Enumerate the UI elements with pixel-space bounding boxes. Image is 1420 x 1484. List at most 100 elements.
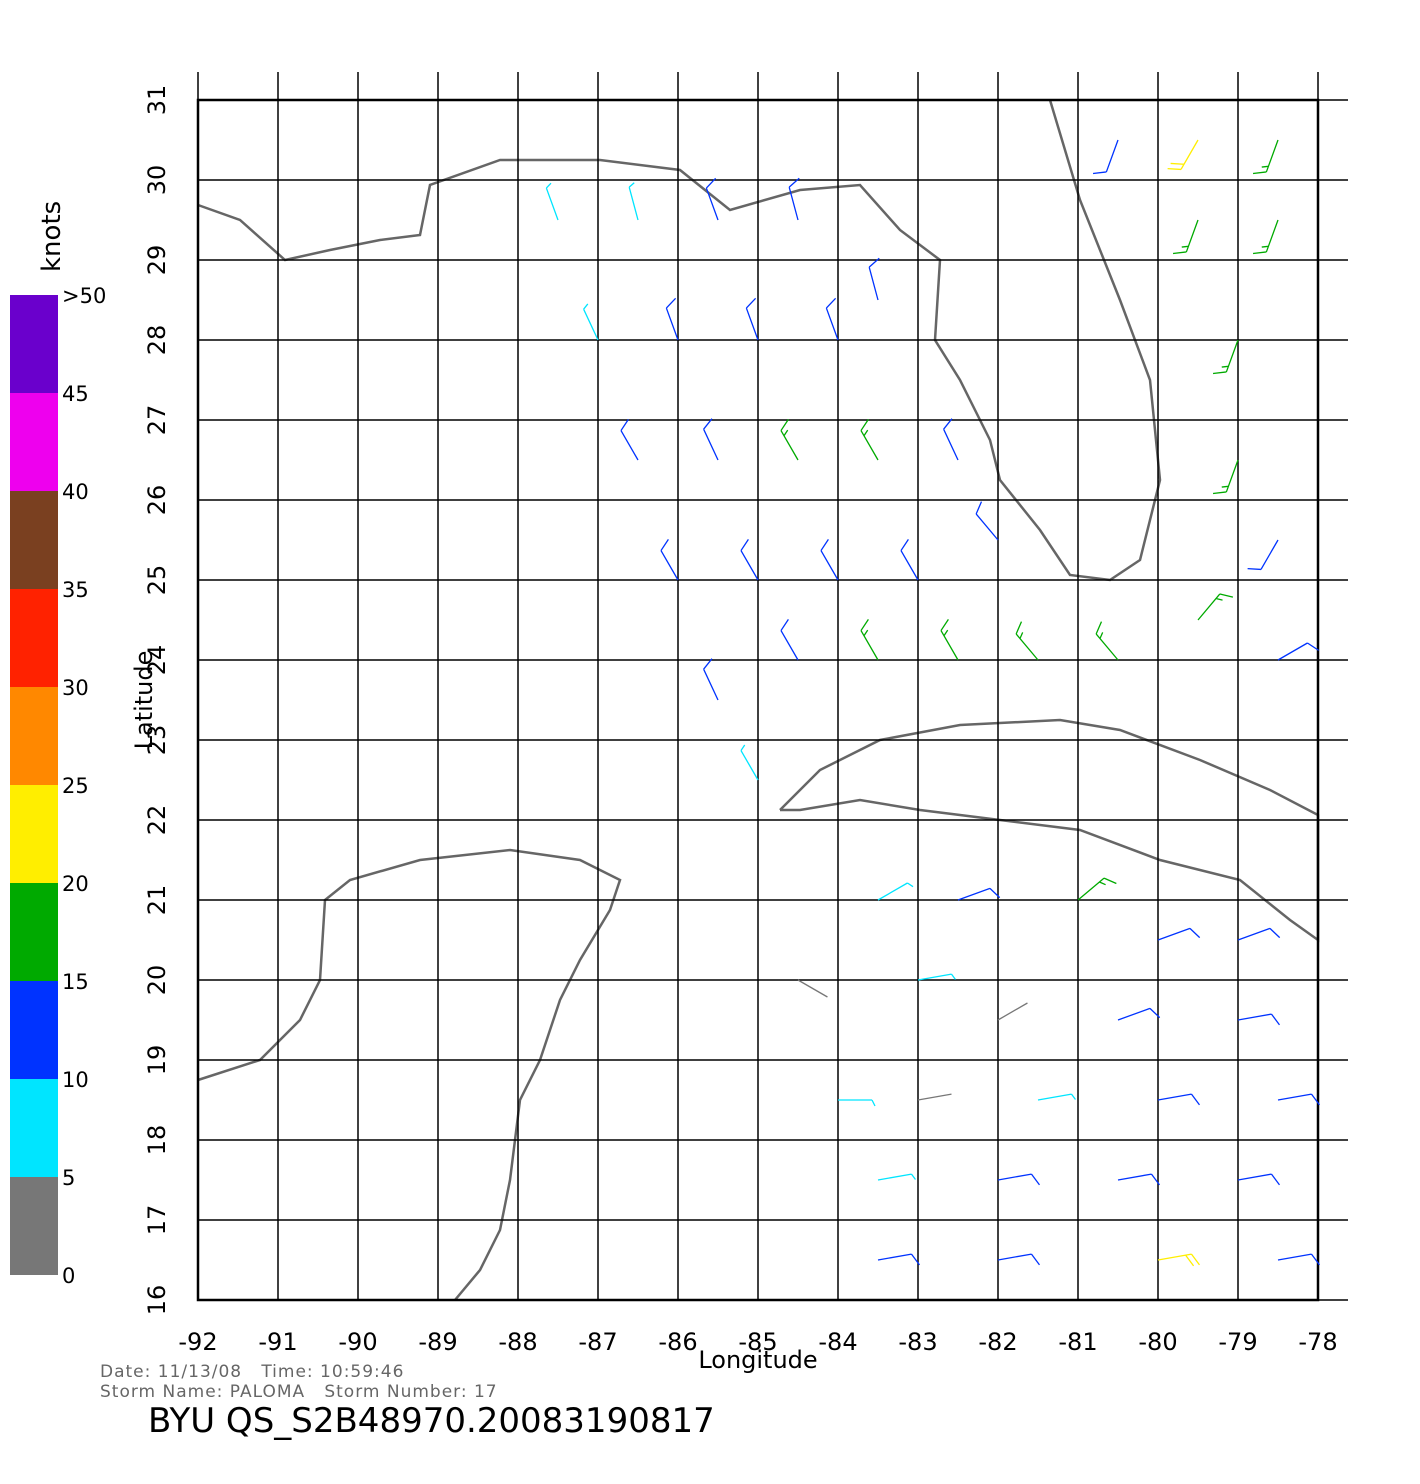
wind-barb xyxy=(943,418,959,461)
y-tick-label: 24 xyxy=(143,645,171,676)
wind-barb xyxy=(1157,927,1201,941)
wind-barb xyxy=(940,619,959,661)
x-axis-label: Longitude xyxy=(698,1346,817,1374)
y-tick-label: 16 xyxy=(143,1285,171,1316)
wind-barb xyxy=(825,297,839,341)
y-tick-label: 28 xyxy=(143,325,171,356)
wind-barb xyxy=(1117,1173,1161,1186)
wind-barb xyxy=(740,539,759,581)
wind-barb xyxy=(877,1173,917,1181)
wind-barb xyxy=(997,1002,1028,1021)
x-tick-label: -78 xyxy=(1298,1328,1337,1356)
colorbar-band xyxy=(10,1177,58,1275)
wind-barb xyxy=(1157,1253,1201,1267)
wind-barb xyxy=(545,182,559,221)
wind-barb xyxy=(780,619,799,661)
wind-barb xyxy=(660,539,679,581)
x-tick-label: -90 xyxy=(338,1328,377,1356)
footer-line: Storm Name: PALOMA Storm Number: 17 xyxy=(100,1382,498,1402)
wind-barb xyxy=(1095,621,1119,661)
wind-barb xyxy=(1015,621,1039,661)
wind-barb xyxy=(1212,339,1239,375)
colorbar-band xyxy=(10,1079,58,1177)
x-tick-label: -84 xyxy=(818,1328,857,1356)
wind-barb xyxy=(860,419,879,461)
wind-barb xyxy=(838,1099,876,1107)
wind-barb xyxy=(1277,1253,1321,1266)
plot-frame xyxy=(196,98,1320,1302)
wind-barb xyxy=(620,419,639,461)
colorbar-tick-label: 40 xyxy=(62,480,89,504)
colorbar-band xyxy=(10,981,58,1079)
wind-barb xyxy=(1157,1093,1201,1106)
wind-barb xyxy=(1037,1093,1077,1101)
wind-barb xyxy=(1247,539,1279,571)
wind-barb xyxy=(665,297,679,341)
colorbar-label: knots xyxy=(37,201,67,272)
colorbar-band xyxy=(10,295,58,393)
wind-barb xyxy=(917,1093,952,1101)
colorbar-band xyxy=(10,883,58,981)
x-tick-label: -92 xyxy=(178,1328,217,1356)
wind-barb xyxy=(1172,219,1199,255)
colorbar-band xyxy=(10,687,58,785)
y-tick-label: 17 xyxy=(143,1205,171,1236)
colorbar-tick-label: 0 xyxy=(62,1264,75,1288)
wind-barb xyxy=(703,658,719,701)
wind-barb xyxy=(1252,219,1279,255)
wind-barb xyxy=(860,619,879,661)
wind-barb xyxy=(788,177,800,221)
x-tick-label: -89 xyxy=(418,1328,457,1356)
footer-line: Date: 11/13/08 Time: 10:59:46 xyxy=(100,1362,404,1382)
wind-barb xyxy=(997,1173,1041,1186)
colorbar-band xyxy=(10,491,58,589)
colorbar-band xyxy=(10,785,58,883)
wind-barb xyxy=(1237,927,1281,941)
wind-barb xyxy=(705,177,719,221)
x-tick-label: -79 xyxy=(1218,1328,1257,1356)
x-tick-label: -83 xyxy=(898,1328,937,1356)
y-tick-label: 18 xyxy=(143,1125,171,1156)
wind-barb xyxy=(797,979,828,998)
wind-barb xyxy=(703,418,719,461)
x-tick-label: -88 xyxy=(498,1328,537,1356)
colorbar-tick-label: 25 xyxy=(62,774,89,798)
wind-barb xyxy=(868,257,880,301)
yucatan-coast xyxy=(197,848,622,1301)
x-tick-label: -80 xyxy=(1138,1328,1177,1356)
wind-barb xyxy=(1117,1007,1161,1021)
wind-barb xyxy=(820,539,839,581)
wind-barb xyxy=(780,419,799,461)
wind-barb xyxy=(1277,642,1319,661)
wind-barb xyxy=(1092,139,1119,175)
footer-title: BYU QS_S2B48970.20083190817 xyxy=(148,1401,715,1441)
wind-barb xyxy=(917,973,957,981)
gulf-florida-coast xyxy=(197,99,1162,582)
wind-barb xyxy=(740,744,759,781)
wind-barb xyxy=(1077,877,1117,901)
wind-barb xyxy=(583,303,599,341)
colorbar-tick-label: >50 xyxy=(62,284,106,308)
x-tick-label: -86 xyxy=(658,1328,697,1356)
wind-barb xyxy=(1167,139,1199,171)
colorbar-band xyxy=(10,589,58,687)
wind-barb xyxy=(1212,459,1239,495)
wind-barb xyxy=(957,887,1001,901)
colorbar-tick-label: 20 xyxy=(62,872,89,896)
x-tick-label: -87 xyxy=(578,1328,617,1356)
wind-barb xyxy=(975,501,999,541)
y-tick-label: 26 xyxy=(143,485,171,516)
y-tick-label: 19 xyxy=(143,1045,171,1076)
wind-barb xyxy=(1237,1013,1281,1026)
wind-barb xyxy=(997,1253,1041,1266)
colorbar-tick-label: 45 xyxy=(62,382,89,406)
colorbar-tick-label: 15 xyxy=(62,970,89,994)
x-tick-label: -91 xyxy=(258,1328,297,1356)
x-tick-label: -82 xyxy=(978,1328,1017,1356)
y-tick-label: 27 xyxy=(143,405,171,436)
y-tick-label: 20 xyxy=(143,965,171,996)
wind-barb xyxy=(877,1253,920,1266)
colorbar-tick-label: 10 xyxy=(62,1068,89,1092)
colorbar-band xyxy=(10,393,58,491)
